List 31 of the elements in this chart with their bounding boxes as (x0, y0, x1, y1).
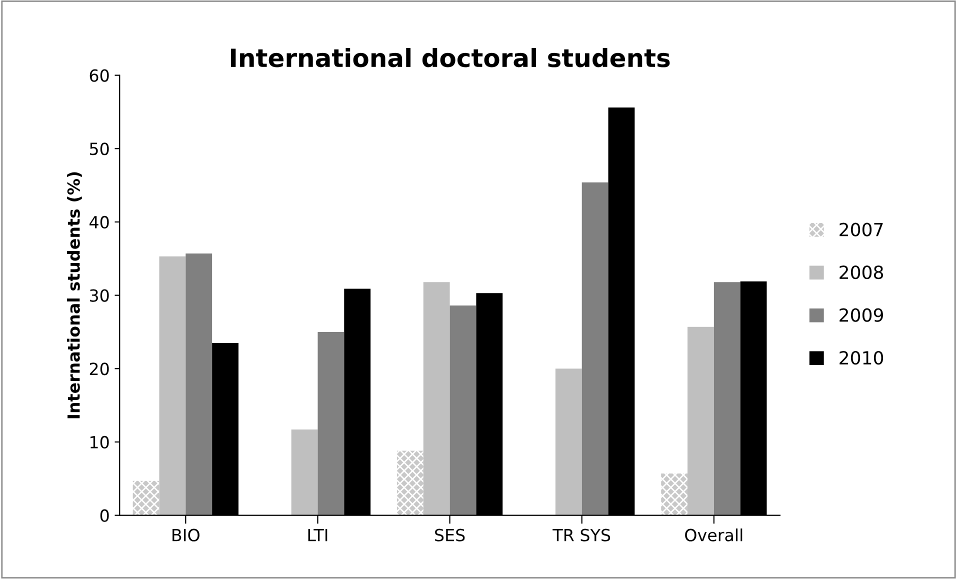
legend-label: 2009 (840, 308, 883, 322)
bar (291, 430, 318, 516)
legend-label: 2010 (840, 351, 884, 365)
bar (396, 450, 424, 516)
x-tick-label: Overall (685, 528, 742, 542)
x-tick-label: SES (435, 528, 465, 542)
y-tick-label: 20 (90, 362, 109, 376)
legend-label: 2008 (840, 265, 884, 280)
bar (555, 368, 582, 516)
x-tick-label: TR SYS (552, 528, 610, 542)
y-axis-title: International students (%) (67, 172, 82, 418)
y-tick-label: 40 (90, 216, 109, 229)
bar (318, 332, 344, 516)
bar (159, 256, 186, 516)
chart-title: International doctoral students (230, 48, 670, 68)
bar (186, 253, 212, 516)
bar (714, 282, 740, 516)
bar (132, 480, 160, 516)
bar (423, 282, 450, 516)
y-tick-label: 60 (90, 69, 109, 82)
y-tick-label: 10 (90, 436, 109, 449)
bar (688, 326, 714, 516)
y-tick-label: 50 (90, 142, 109, 156)
bar (661, 474, 688, 516)
bar (450, 306, 476, 516)
x-tick-label: BIO (172, 528, 200, 542)
x-tick-label: LTI (308, 529, 328, 542)
bar (582, 182, 608, 516)
y-tick-label: 30 (90, 289, 109, 302)
y-tick-label: 0 (100, 509, 109, 522)
legend-label: 2007 (840, 222, 883, 236)
